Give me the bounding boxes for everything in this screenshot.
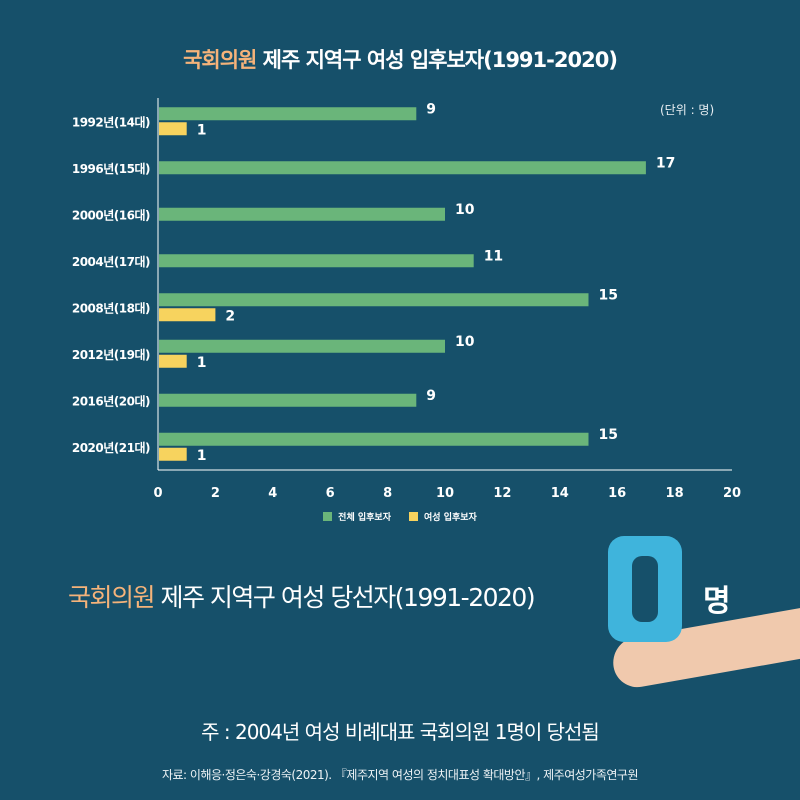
- x-tick-label-10: 10: [436, 486, 454, 500]
- bar-women-5: [159, 354, 187, 368]
- unit-label: (단위 : 명): [660, 103, 715, 117]
- x-tick-label-12: 12: [493, 486, 511, 500]
- bar-total-7: [159, 432, 589, 446]
- bar-total-3: [159, 254, 474, 268]
- x-tick-label-6: 6: [326, 486, 335, 500]
- bar-women-0: [159, 122, 187, 136]
- legend: 전체 입후보자 여성 입후보자: [0, 510, 800, 523]
- value-label-total-2: 10: [455, 202, 475, 218]
- result-unit: 명: [703, 584, 731, 619]
- y-tick-label-3: 2004년(17대): [72, 255, 150, 269]
- x-tick-label-18: 18: [666, 486, 684, 500]
- bar-total-0: [159, 107, 417, 121]
- bar-total-4: [159, 293, 589, 307]
- result-title-accent: 국회의원: [68, 583, 156, 612]
- chart-title-accent: 국회의원: [183, 48, 257, 72]
- value-label-total-0: 9: [426, 101, 436, 117]
- y-tick-label-6: 2016년(20대): [72, 394, 150, 408]
- legend-swatch-women: [409, 512, 418, 521]
- legend-label-total: 전체 입후보자: [338, 513, 391, 523]
- y-tick-label-5: 2012년(19대): [72, 348, 150, 362]
- value-label-total-6: 9: [426, 388, 436, 404]
- value-label-total-1: 17: [656, 155, 675, 171]
- value-label-total-5: 10: [455, 334, 475, 350]
- bar-women-7: [159, 447, 187, 461]
- value-label-women-0: 1: [197, 122, 207, 138]
- value-label-women-5: 1: [197, 355, 207, 371]
- value-label-total-3: 11: [484, 248, 503, 264]
- result-title-rest: 제주 지역구 여성 당선자(1991-2020): [154, 583, 535, 612]
- y-tick-label-7: 2020년(21대): [72, 441, 150, 455]
- legend-swatch-total: [323, 512, 333, 521]
- chart-title: 국회의원 제주 지역구 여성 입후보자(1991-2020): [0, 44, 800, 74]
- value-label-women-7: 1: [197, 448, 207, 464]
- x-tick-label-4: 4: [268, 486, 277, 500]
- source-citation: 자료: 이해응·정은숙·강경숙(2021). 『제주지역 여성의 정치대표성 확…: [161, 768, 639, 782]
- bar-total-1: [159, 161, 646, 175]
- x-tick-label-20: 20: [723, 486, 741, 500]
- legend-item-women: 여성 입후보자: [409, 510, 477, 523]
- chart-title-rest: 제주 지역구 여성 입후보자(1991-2020): [256, 48, 618, 72]
- x-tick-label-14: 14: [551, 486, 569, 500]
- footnote: 주 : 2004년 여성 비례대표 국회의원 1명이 당선됨: [201, 720, 600, 744]
- bar-women-4: [159, 308, 216, 322]
- zero-number-image: [608, 536, 682, 642]
- y-tick-label-2: 2000년(16대): [72, 208, 150, 222]
- result-title: 국회의원 제주 지역구 여성 당선자(1991-2020): [68, 578, 536, 614]
- y-tick-label-1: 1996년(15대): [72, 162, 150, 176]
- x-tick-label-16: 16: [608, 486, 626, 500]
- bar-total-6: [159, 393, 417, 407]
- legend-item-total: 전체 입후보자: [323, 510, 391, 523]
- x-tick-label-0: 0: [153, 486, 162, 500]
- value-label-women-4: 2: [225, 308, 235, 324]
- y-tick-label-4: 2008년(18대): [72, 301, 150, 315]
- value-label-total-7: 15: [599, 427, 618, 443]
- y-tick-label-0: 1992년(14대): [72, 115, 150, 129]
- bar-total-2: [159, 207, 445, 221]
- value-label-total-4: 15: [599, 287, 618, 303]
- x-tick-label-8: 8: [383, 486, 392, 500]
- legend-label-women: 여성 입후보자: [424, 513, 477, 523]
- x-tick-label-2: 2: [211, 486, 220, 500]
- bar-total-5: [159, 339, 445, 353]
